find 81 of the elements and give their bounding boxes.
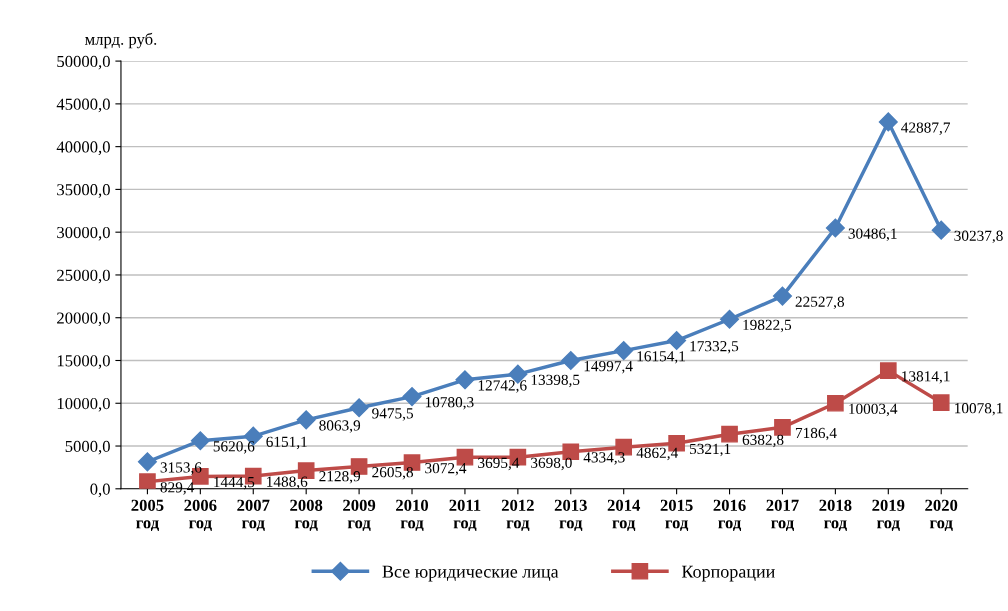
- point: [139, 473, 156, 489]
- x-tick-label: 2012 год: [501, 499, 534, 532]
- point: [190, 431, 210, 451]
- y-tick-label: 50000,0: [57, 55, 110, 70]
- y-tick-label: 35000,0: [57, 184, 110, 198]
- data-label: 1488,6: [267, 476, 308, 490]
- y-tick-label: 25000,0: [57, 269, 110, 284]
- legend-label: Все юридические лица: [382, 565, 559, 582]
- x-tick-label: 2009 год: [343, 499, 376, 532]
- data-label: 10003,4: [849, 403, 898, 417]
- data-label: 4334,3: [583, 452, 625, 465]
- data-label: 16154,1: [637, 351, 685, 364]
- y-tick-label: 15000,0: [57, 355, 110, 369]
- point: [932, 394, 950, 411]
- point: [402, 387, 422, 407]
- x-tick-label: 2015 год: [660, 499, 693, 532]
- point: [296, 410, 316, 430]
- point: [137, 452, 157, 472]
- data-label: 22527,8: [795, 296, 845, 310]
- x-tick-label: 2005 год: [131, 499, 164, 532]
- legend-label: Корпорации: [681, 565, 775, 582]
- data-label: 2605,8: [372, 466, 414, 480]
- data-label: 2128,9: [319, 471, 361, 484]
- x-tick-label: 2019 год: [872, 499, 905, 532]
- x-tick-label: 2008 год: [290, 499, 323, 532]
- data-label: 7186,4: [795, 427, 837, 441]
- data-label: 12742,6: [478, 380, 527, 393]
- data-label: 30237,8: [954, 230, 1003, 244]
- data-label: 17332,5: [690, 341, 739, 354]
- x-tick-label: 2020 год: [925, 499, 958, 532]
- point: [827, 394, 844, 412]
- point: [772, 286, 792, 306]
- data-label: 14997,4: [584, 361, 633, 374]
- data-label: 8063,9: [319, 420, 361, 433]
- data-label: 42887,7: [901, 122, 951, 135]
- x-tick-label: 2017 год: [766, 499, 799, 532]
- point: [774, 418, 791, 436]
- data-label: 6151,1: [266, 436, 307, 450]
- data-label: 3153,6: [160, 462, 202, 475]
- data-label: 30486,1: [848, 228, 897, 241]
- y-axis-title: млрд. руб.: [85, 32, 157, 49]
- point: [614, 341, 634, 361]
- x-tick-label: 2007 год: [237, 499, 270, 532]
- x-tick-label: 2016 год: [713, 499, 746, 532]
- x-tick-label: 2010 год: [396, 499, 429, 532]
- data-label: 9475,5: [372, 408, 414, 421]
- data-label: 5321,1: [690, 443, 731, 457]
- x-tick-label: 2013 год: [554, 499, 587, 532]
- x-tick-label: 2014 год: [607, 499, 641, 532]
- point: [455, 370, 475, 390]
- y-tick-label: 5000,0: [65, 440, 110, 455]
- data-label: 19822,5: [743, 319, 792, 333]
- data-label: 10078,1: [955, 403, 1003, 416]
- data-label: 3072,4: [425, 462, 467, 476]
- x-tick-label: 2018 год: [819, 499, 852, 532]
- point: [667, 331, 687, 351]
- data-label: 3695,4: [478, 457, 520, 471]
- data-label: 3698,0: [531, 457, 572, 471]
- y-tick-label: 40000,0: [56, 141, 110, 155]
- point: [720, 309, 740, 329]
- y-tick-label: 0,0: [90, 483, 110, 498]
- data-label: 10780,3: [425, 397, 474, 410]
- data-label: 1444,5: [214, 476, 255, 490]
- point: [721, 425, 738, 443]
- y-tick-label: 10000,0: [57, 397, 110, 412]
- point: [879, 362, 897, 379]
- y-tick-label: 30000,0: [57, 226, 110, 241]
- point: [561, 350, 581, 371]
- point: [825, 218, 845, 238]
- data-label: 13398,5: [531, 374, 580, 388]
- point: [931, 220, 951, 240]
- x-tick-label: 2011 год: [449, 499, 481, 532]
- y-tick-label: 20000,0: [57, 312, 110, 327]
- point: [878, 112, 898, 132]
- data-label: 13814,1: [902, 371, 950, 384]
- data-label: 4862,4: [636, 447, 678, 461]
- point: [349, 398, 369, 418]
- x-tick-label: 2006 год: [184, 499, 217, 532]
- y-tick-label: 45000,0: [56, 98, 110, 113]
- data-label: 5620,6: [213, 441, 255, 454]
- data-label: 6382,8: [742, 434, 784, 448]
